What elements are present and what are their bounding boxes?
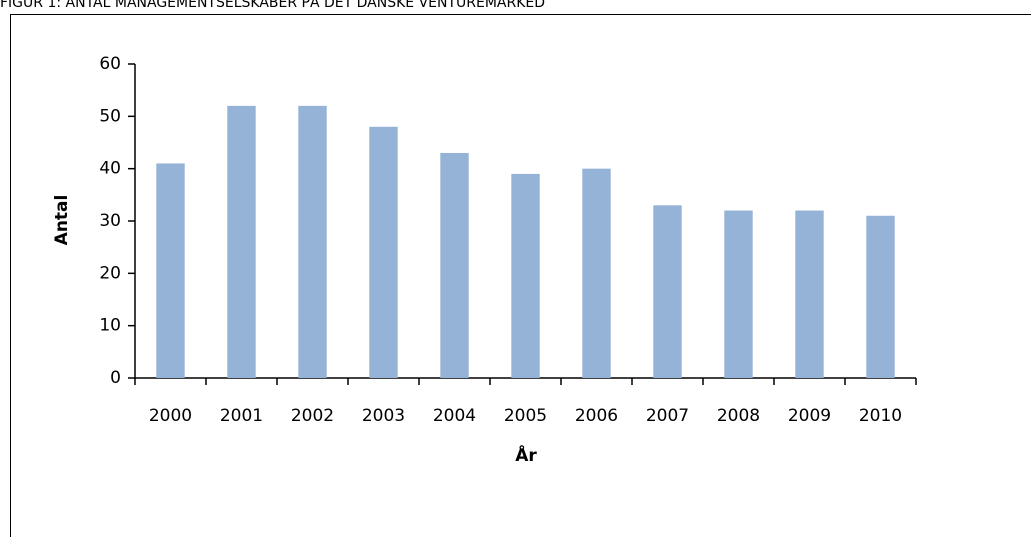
y-tick-label: 60 xyxy=(99,54,121,74)
x-tick-label: 2004 xyxy=(433,406,476,426)
y-tick-label: 10 xyxy=(99,316,121,336)
x-tick-label: 2007 xyxy=(646,406,689,426)
bar xyxy=(724,211,752,378)
bar xyxy=(440,153,468,378)
bar xyxy=(156,163,184,378)
y-tick-label: 0 xyxy=(110,368,121,388)
y-axis-label: Antal xyxy=(52,195,72,246)
x-tick-label: 2000 xyxy=(149,406,192,426)
y-tick-label: 40 xyxy=(99,159,121,179)
bar xyxy=(511,174,539,378)
x-tick-label: 2010 xyxy=(859,406,902,426)
x-tick-label: 2001 xyxy=(220,406,263,426)
x-axis-label: År xyxy=(515,443,537,466)
x-tick-label: 2002 xyxy=(291,406,334,426)
bar xyxy=(795,211,823,378)
x-tick-label: 2005 xyxy=(504,406,547,426)
y-tick-label: 20 xyxy=(99,263,121,283)
x-tick-label: 2008 xyxy=(717,406,760,426)
x-tick-label: 2009 xyxy=(788,406,831,426)
bar xyxy=(298,106,326,378)
bar xyxy=(653,205,681,378)
x-tick-label: 2003 xyxy=(362,406,405,426)
bar xyxy=(369,127,397,378)
y-tick-label: 30 xyxy=(99,211,121,231)
bar xyxy=(227,106,255,378)
bar xyxy=(582,169,610,378)
y-tick-label: 50 xyxy=(99,106,121,126)
x-tick-label: 2006 xyxy=(575,406,618,426)
chart-title: FIGUR 1: ANTAL MANAGEMENTSELSKABER PÅ DE… xyxy=(0,0,545,11)
bar xyxy=(866,216,894,378)
